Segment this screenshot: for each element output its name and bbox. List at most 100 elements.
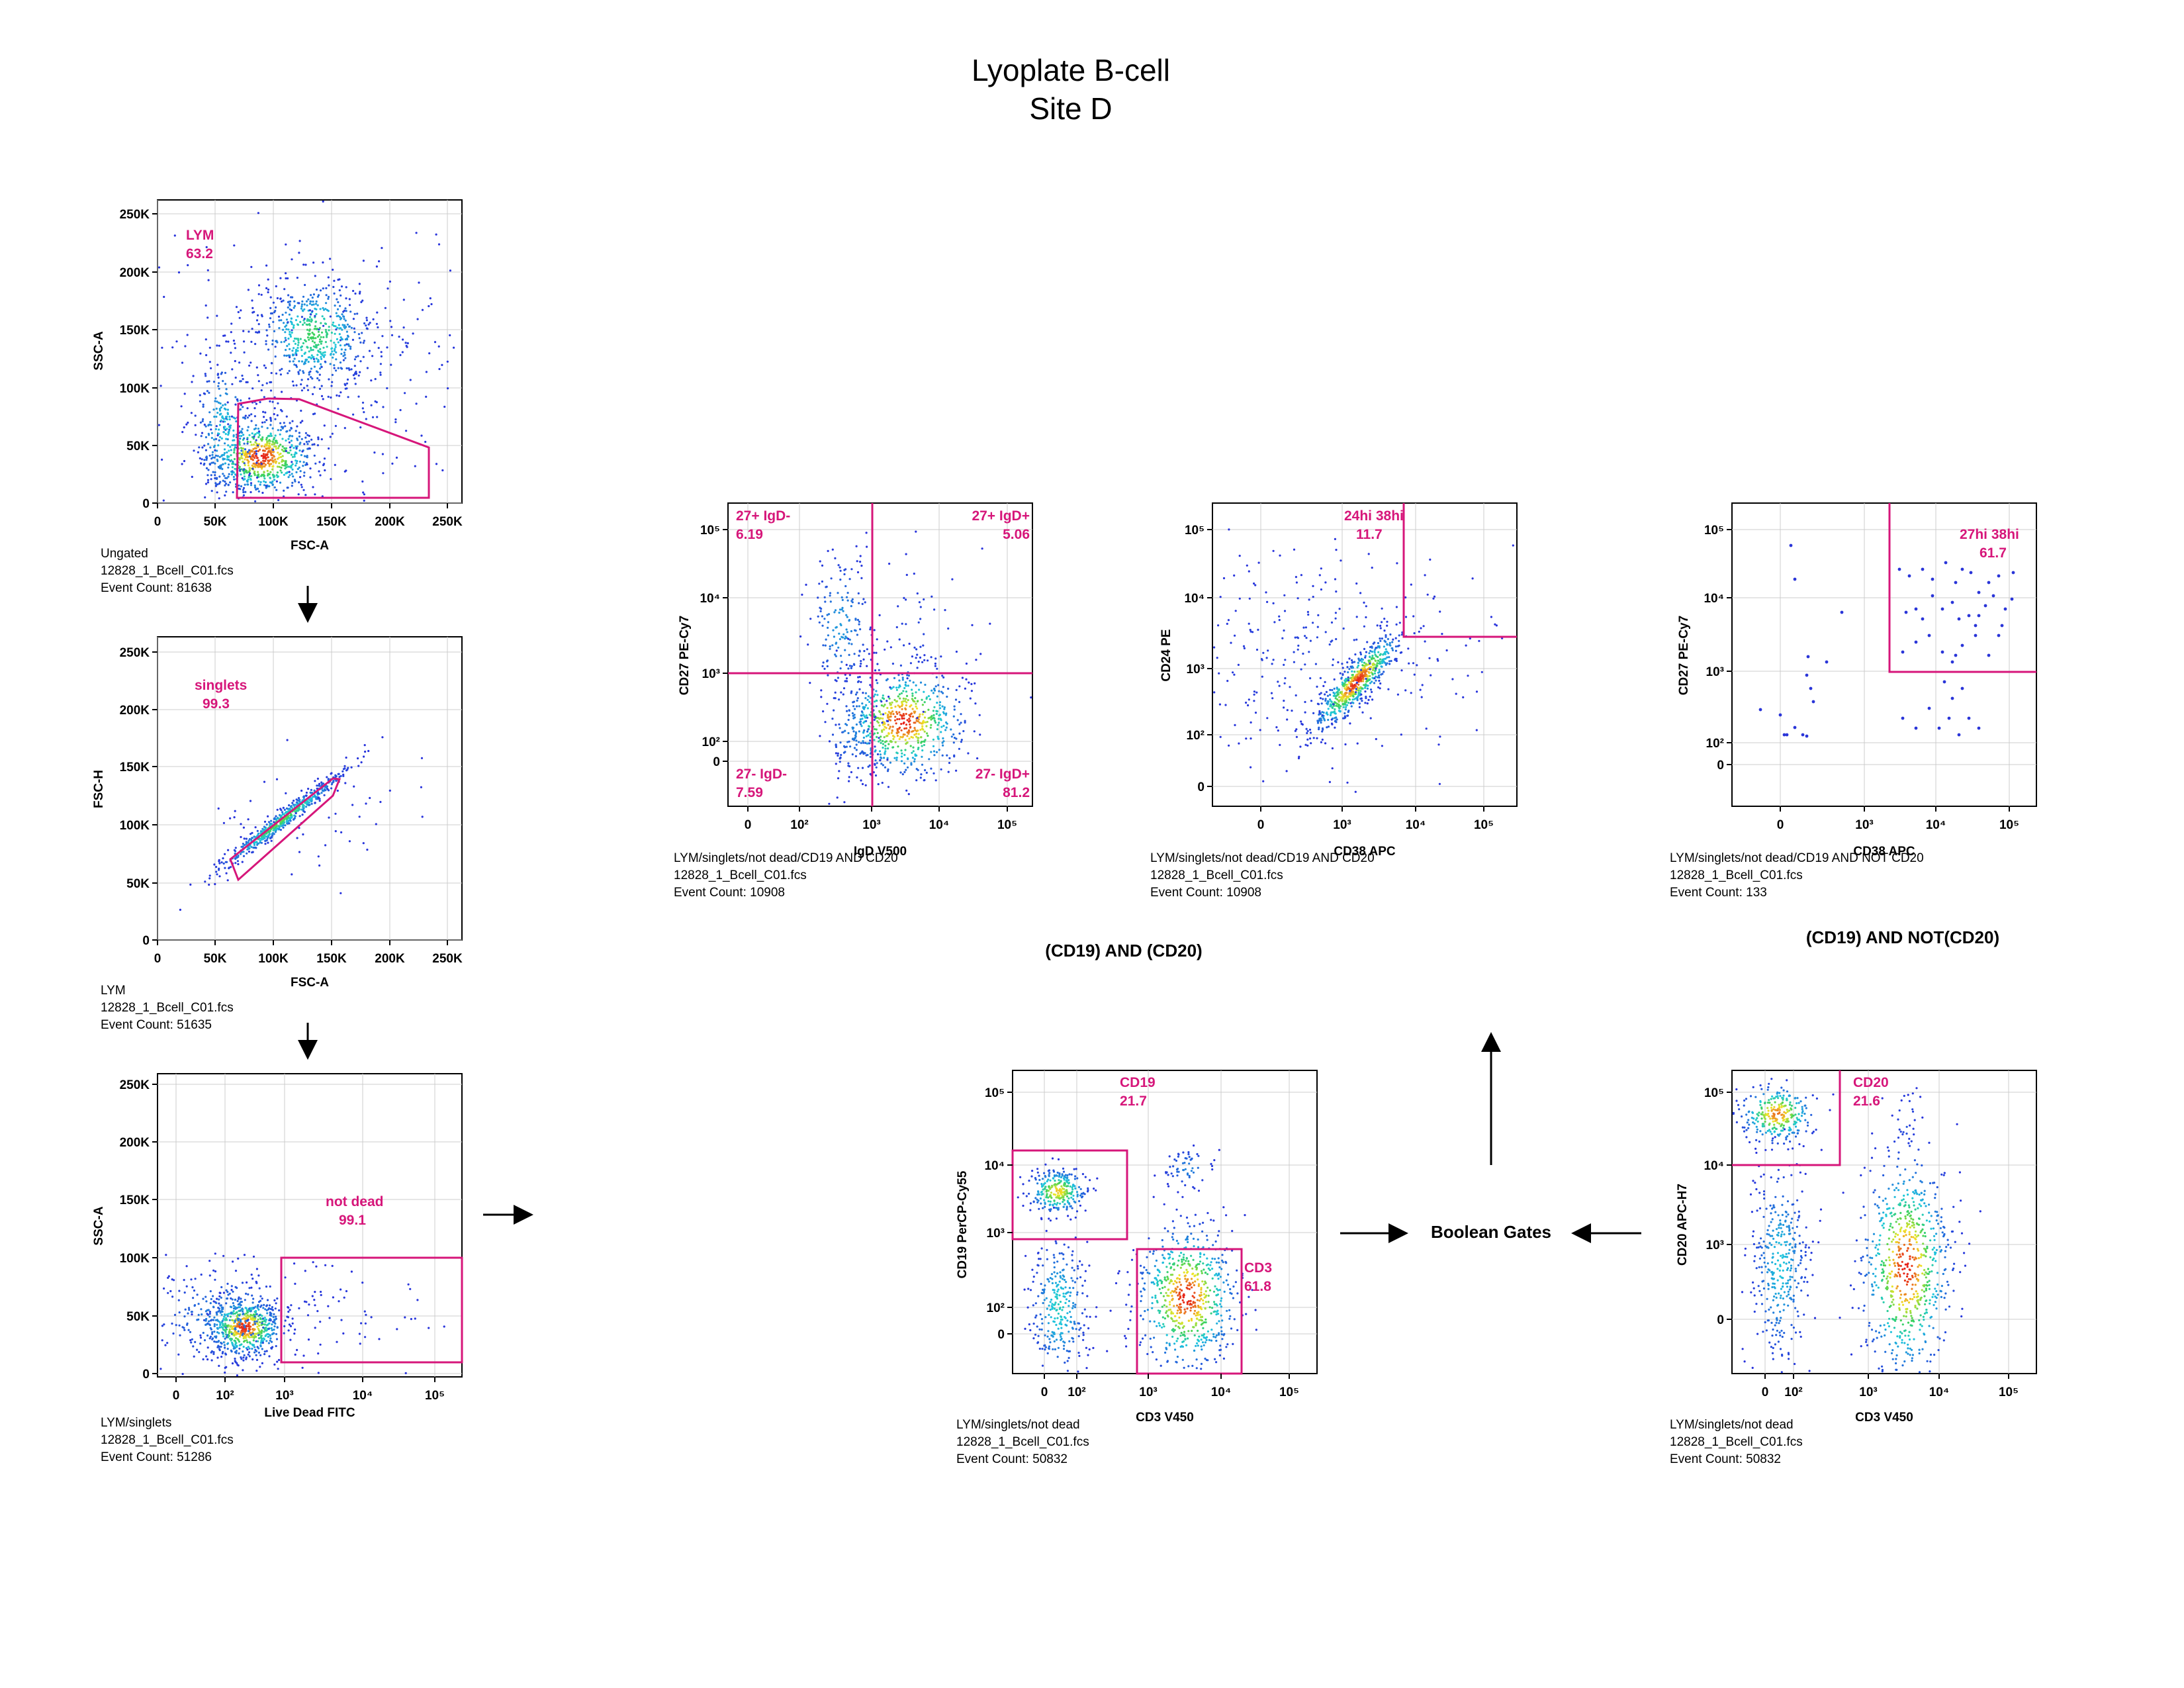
event-dot [224,853,226,855]
event-dot [255,424,257,427]
event-dot [905,573,908,577]
event-dot [246,1311,249,1314]
event-dot [232,1260,234,1263]
event-dot [918,601,921,604]
event-dot [1357,673,1359,676]
event-dot [212,1295,214,1297]
event-dot [908,642,911,645]
event-dot [342,1332,345,1335]
event-dot [960,713,962,716]
event-dot [1377,641,1379,645]
event-dot [266,1323,269,1326]
event-dot [215,1335,218,1338]
event-dot [312,293,315,296]
event-dot [950,728,952,731]
event-dot [300,307,302,310]
event-dot [969,697,972,700]
event-dot [1354,692,1357,696]
event-dot [295,464,297,467]
event-dot [290,453,293,456]
event-dot [905,684,907,687]
event-dot [206,474,209,477]
event-dot [240,1325,243,1328]
event-dot [251,837,253,839]
event-dot [908,737,911,740]
event-dot [248,449,251,451]
event-dot [343,344,346,347]
x-tick-label: 0 [154,952,161,966]
event-dot [293,453,296,456]
event-dot [277,315,281,318]
event-dot [273,311,276,314]
event-dot [210,474,212,477]
event-dot [839,623,842,626]
event-dot [187,1312,189,1315]
event-dot [248,1336,251,1338]
event-dot [317,1352,320,1355]
event-dot [237,854,240,857]
event-dot [320,395,324,398]
event-dot [218,859,220,861]
event-dot [206,390,208,393]
event-dot [1348,668,1351,671]
event-dot [343,324,346,326]
event-dot [330,332,333,334]
event-dot [234,857,237,860]
event-dot [273,474,275,477]
event-dot [265,367,267,369]
event-dot [250,1286,253,1289]
event-dot [877,783,880,786]
event-dot [370,379,373,382]
event-dot [305,1301,308,1303]
event-dot [858,741,860,743]
event-dot [262,1307,265,1309]
event-dot [1332,691,1335,694]
event-dot [245,1327,248,1331]
event-dot [1359,674,1361,677]
event-dot [248,474,251,477]
event-dot [352,374,355,377]
event-dot [405,344,408,348]
event-dot [879,759,882,761]
event-dot [238,442,241,445]
event-dot [292,360,295,363]
event-dot [210,437,213,440]
event-dot [895,759,898,761]
event-dot [247,478,250,481]
event-dot [229,1315,232,1318]
event-dot [246,440,249,444]
event-dot [234,1340,237,1342]
event-dot [358,816,361,818]
event-dot [324,322,328,325]
event-dot [214,462,216,465]
event-dot [242,378,244,381]
event-dot [339,344,342,347]
event-dot [272,1332,275,1335]
event-dot [297,371,300,373]
event-dot [267,456,269,459]
event-dot [293,479,296,481]
event-dot [919,681,923,684]
event-dot [937,718,940,720]
event-dot [308,798,310,801]
event-dot [318,334,320,336]
event-dot [300,486,303,489]
x-tick-label: 200K [375,952,405,966]
event-dot [866,730,869,733]
event-dot [406,342,409,345]
event-dot [275,480,278,483]
event-dot [308,324,311,326]
event-dot [244,448,247,451]
event-dot [1334,712,1336,715]
event-dot [208,1274,211,1277]
event-dot [850,665,853,668]
event-dot [919,713,921,716]
event-dot [282,328,285,331]
event-dot [179,908,181,911]
event-dot [363,322,366,325]
event-dot [283,354,286,357]
event-dot [343,315,345,318]
event-dot [956,719,959,722]
event-dot [289,356,291,359]
